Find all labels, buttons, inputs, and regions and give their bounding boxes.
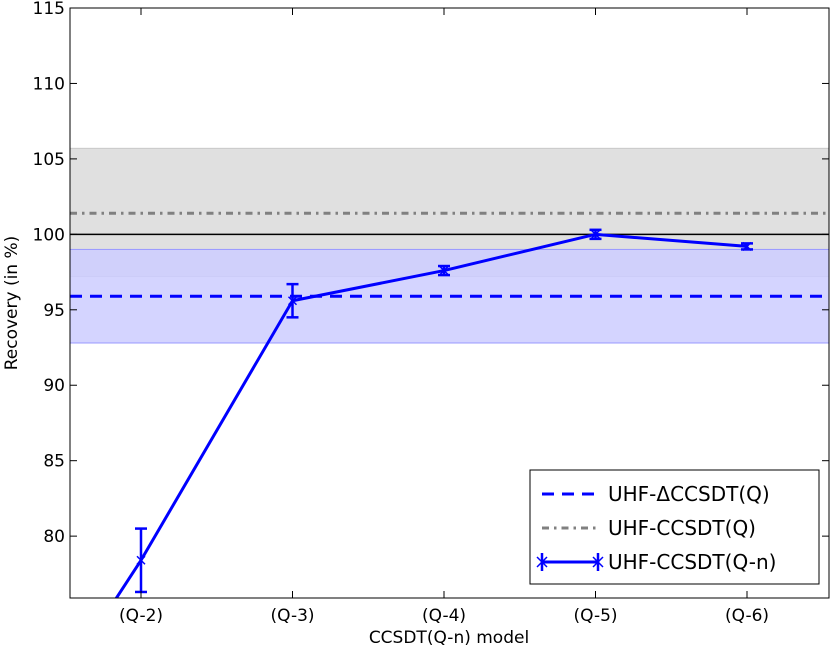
data-point (742, 241, 752, 251)
uncertainty-bands (69, 147, 830, 344)
y-axis: 80 85 90 95 100 105 110 115 (33, 0, 829, 547)
x-axis-title: CCSDT(Q-n) model (369, 628, 529, 648)
legend-label: UHF-ΔCCSDT(Q) (608, 482, 770, 506)
data-point (439, 266, 449, 276)
legend-label: UHF-CCSDT(Q) (608, 516, 756, 540)
y-tick-label: 105 (33, 150, 65, 170)
reference-lines (70, 211, 829, 298)
y-axis-title: Recovery (in %) (2, 236, 22, 371)
data-point (590, 229, 601, 239)
legend-marker (536, 556, 548, 568)
legend: UHF-ΔCCSDT(Q) UHF-CCSDT(Q) UHF-CCSDT(Q-n) (529, 469, 820, 585)
y-tick-label: 115 (33, 0, 65, 19)
x-tick-label: (Q-6) (725, 606, 769, 626)
series-line-path (114, 232, 748, 598)
x-tick-label: (Q-4) (422, 606, 466, 626)
x-tick-label: (Q-2) (119, 606, 163, 626)
legend-label: UHF-CCSDT(Q-n) (608, 550, 776, 574)
legend-marker (592, 556, 604, 568)
y-tick-label: 85 (43, 452, 65, 472)
data-point (287, 296, 298, 306)
x-axis: (Q-2) (Q-3) (Q-4) (Q-5) (Q-6) (119, 8, 769, 626)
x-tick-label: (Q-3) (270, 606, 314, 626)
y-tick-label: 80 (43, 527, 65, 547)
y-tick-label: 90 (43, 376, 65, 396)
y-tick-label: 100 (33, 225, 65, 245)
plot-frame (69, 7, 830, 599)
legend-box (529, 469, 820, 585)
y-tick-label: 110 (33, 74, 65, 94)
x-tick-label: (Q-5) (573, 606, 617, 626)
data-point (136, 555, 146, 565)
y-tick-label: 95 (43, 301, 65, 321)
